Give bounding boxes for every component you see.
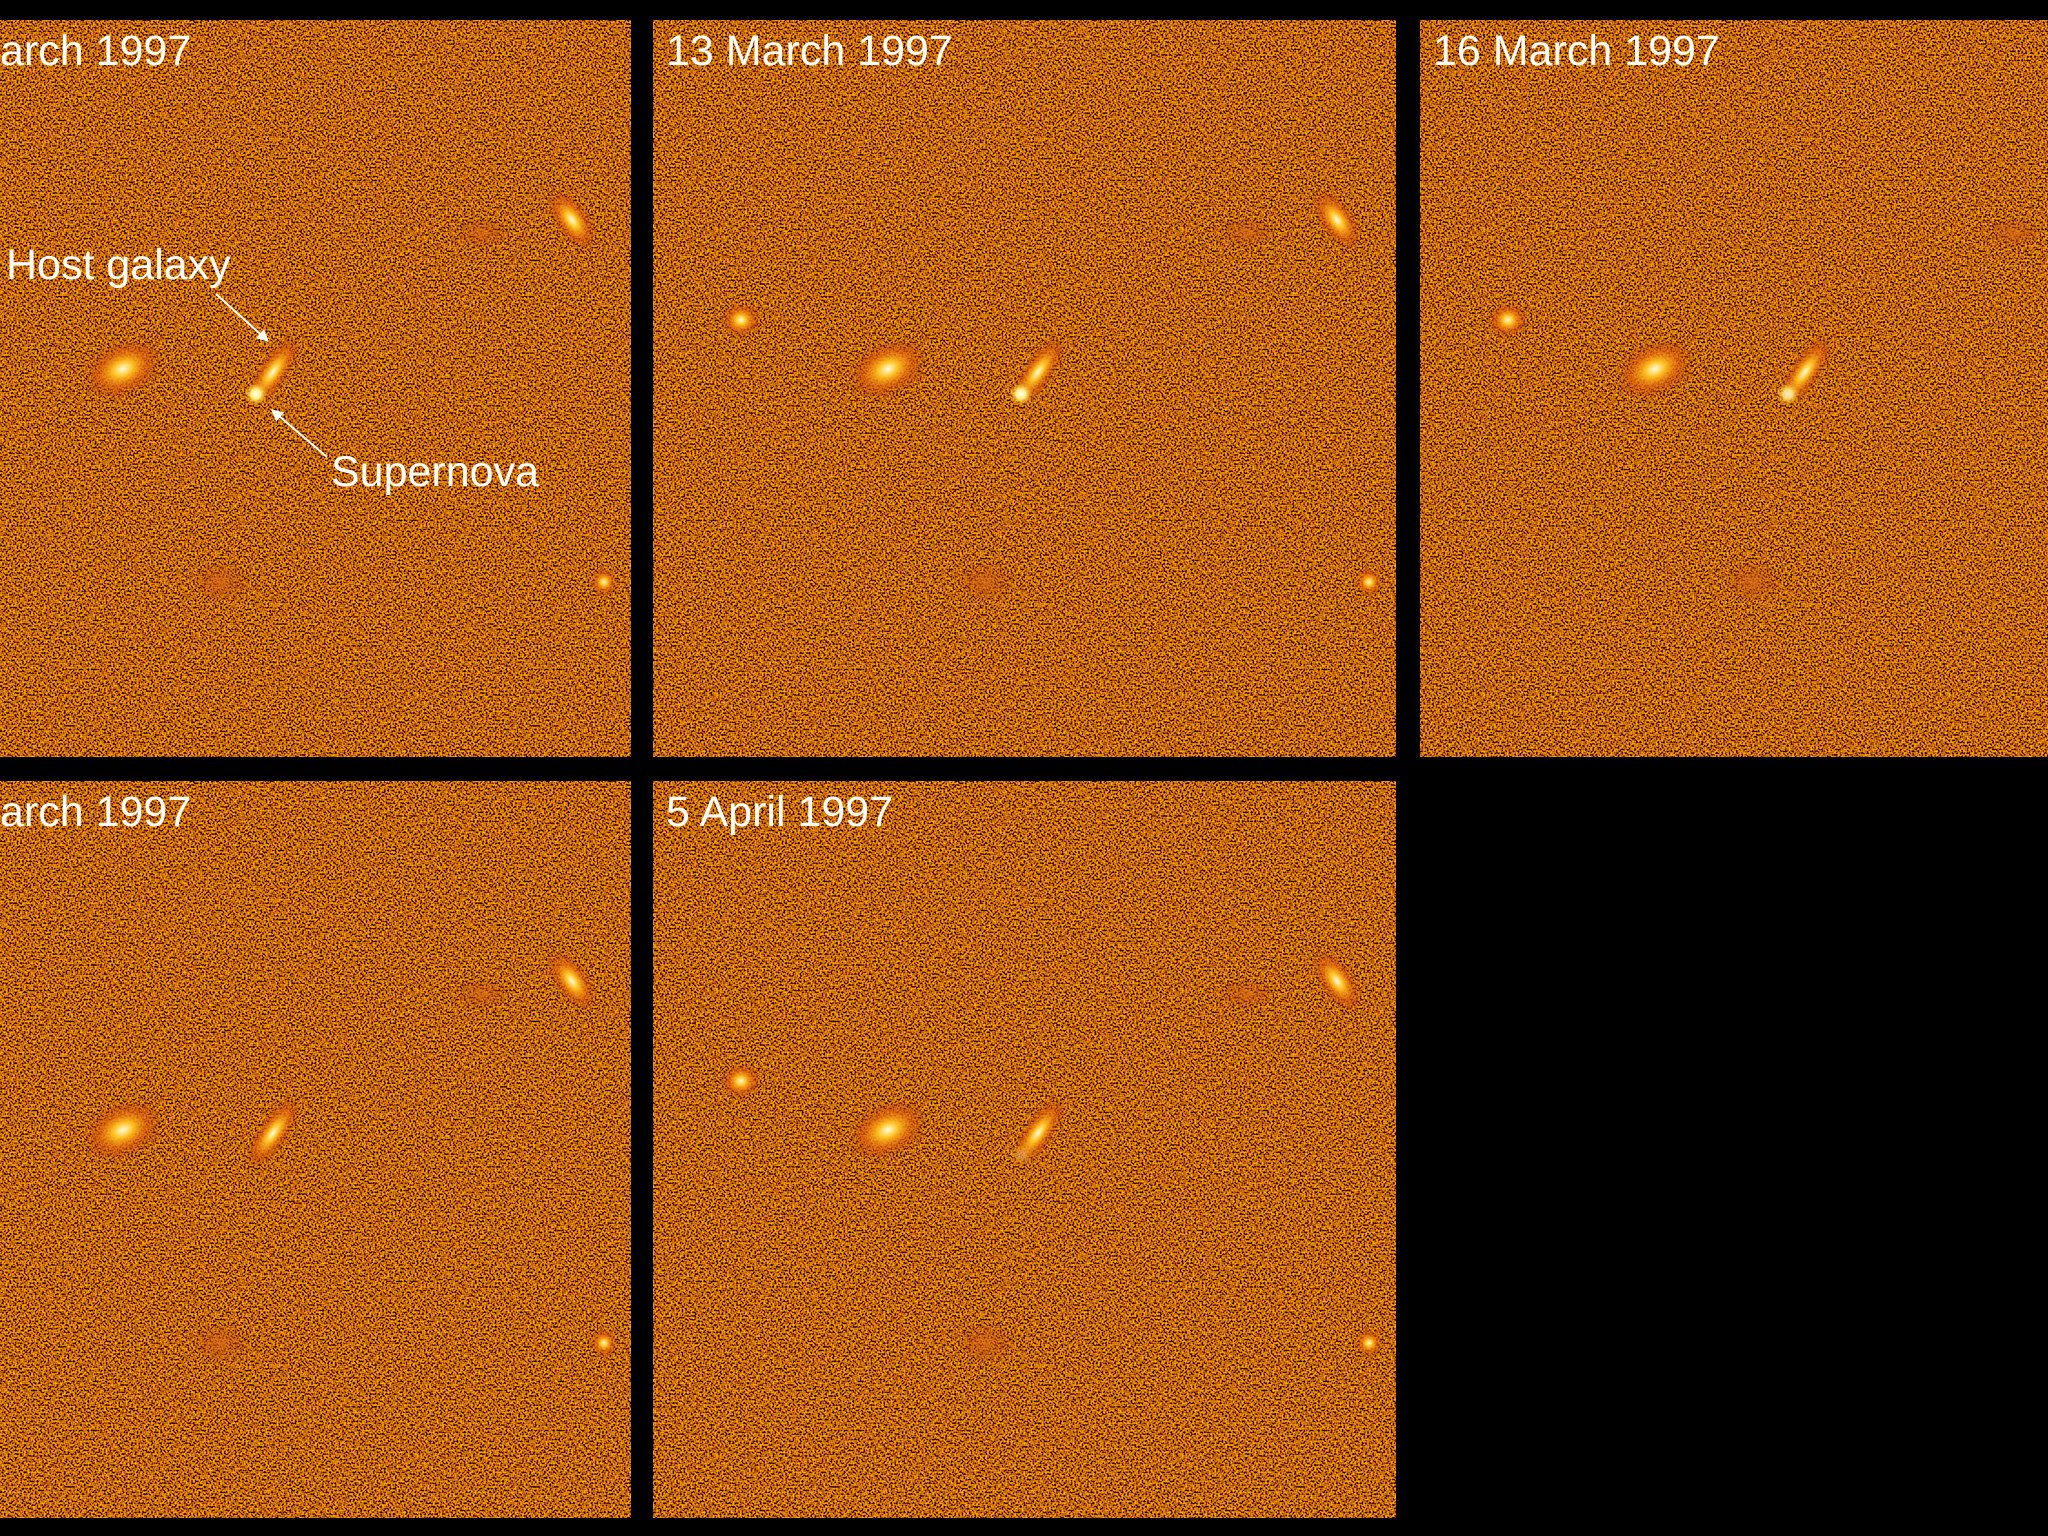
panel-content: [653, 781, 1396, 1518]
date-label: arch 1997: [0, 27, 191, 75]
panel: 5 April 1997: [653, 781, 1396, 1518]
panel-content: [0, 20, 631, 757]
galaxy: [546, 188, 598, 252]
galaxy: [1355, 568, 1383, 596]
supernova: [244, 382, 268, 406]
galaxy: [1488, 302, 1528, 338]
galaxy: [454, 217, 510, 249]
date-label: 16 March 1997: [1433, 27, 1720, 75]
galaxy: [1986, 217, 2042, 249]
galaxy: [848, 338, 928, 400]
panel: arch 1997: [0, 20, 631, 757]
galaxy: [848, 1099, 928, 1161]
supernova-label: Supernova: [331, 448, 539, 496]
galaxy: [1615, 338, 1695, 400]
galaxy: [1723, 562, 1783, 602]
galaxy: [1355, 1329, 1383, 1357]
panel-content: [0, 781, 631, 1518]
date-label: arch 1997: [0, 788, 191, 836]
date-label: 13 March 1997: [666, 27, 953, 75]
galaxy: [191, 1323, 251, 1363]
galaxy: [244, 1095, 302, 1171]
panel: arch 1997: [0, 781, 631, 1518]
galaxy: [721, 1063, 761, 1099]
supernova: [1009, 382, 1033, 406]
galaxy: [956, 562, 1016, 602]
galaxy: [454, 978, 510, 1010]
panel: 16 March 1997: [1420, 20, 2048, 757]
galaxy: [83, 1099, 163, 1161]
galaxy: [1311, 188, 1363, 252]
galaxy: [546, 949, 598, 1013]
galaxy: [83, 338, 163, 400]
galaxy: [1311, 949, 1363, 1013]
panel-content: [653, 20, 1396, 757]
host-label: Host galaxy: [6, 241, 231, 289]
panel-content: [1420, 20, 2048, 757]
galaxy: [1219, 978, 1275, 1010]
supernova: [1776, 382, 1800, 406]
date-label: 5 April 1997: [666, 788, 893, 836]
panel: 13 March 1997: [653, 20, 1396, 757]
galaxy: [721, 302, 761, 338]
host-arrow: [215, 293, 269, 342]
galaxy: [1219, 217, 1275, 249]
supernova: [1009, 1143, 1033, 1167]
galaxy: [191, 562, 251, 602]
galaxy: [590, 568, 618, 596]
galaxy: [590, 1329, 618, 1357]
supernova-arrow: [271, 409, 328, 458]
galaxy: [956, 1323, 1016, 1363]
noise-field: [1420, 20, 2048, 757]
panels: arch 1997 13 March 1997 16 March 1997 arch …: [0, 20, 2048, 1518]
annotations: Host galaxy Supernova: [6, 241, 539, 496]
